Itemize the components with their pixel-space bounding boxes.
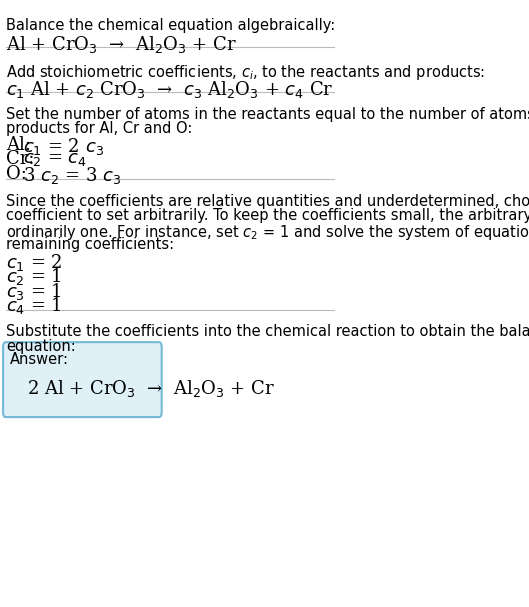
Text: $c_1$ Al + $c_2$ CrO$_3$  →  $c_3$ Al$_2$O$_3$ + $c_4$ Cr: $c_1$ Al + $c_2$ CrO$_3$ → $c_3$ Al$_2$O… bbox=[6, 79, 333, 100]
Text: $c_4$ = 1: $c_4$ = 1 bbox=[6, 295, 61, 316]
Text: 3 $c_2$ = 3 $c_3$: 3 $c_2$ = 3 $c_3$ bbox=[23, 164, 122, 186]
Text: Add stoichiometric coefficients, $c_i$, to the reactants and products:: Add stoichiometric coefficients, $c_i$, … bbox=[6, 63, 485, 82]
Text: equation:: equation: bbox=[6, 339, 76, 353]
Text: Al + CrO$_3$  →  Al$_2$O$_3$ + Cr: Al + CrO$_3$ → Al$_2$O$_3$ + Cr bbox=[6, 34, 237, 55]
Text: Substitute the coefficients into the chemical reaction to obtain the balanced: Substitute the coefficients into the che… bbox=[6, 324, 529, 339]
Text: $c_3$ = 1: $c_3$ = 1 bbox=[6, 280, 61, 302]
Text: $c_1$ = 2: $c_1$ = 2 bbox=[6, 251, 62, 273]
Text: 2 Al + CrO$_3$  →  Al$_2$O$_3$ + Cr: 2 Al + CrO$_3$ → Al$_2$O$_3$ + Cr bbox=[26, 378, 275, 399]
Text: ordinarily one. For instance, set $c_2$ = 1 and solve the system of equations fo: ordinarily one. For instance, set $c_2$ … bbox=[6, 223, 529, 242]
Text: coefficient to set arbitrarily. To keep the coefficients small, the arbitrary va: coefficient to set arbitrarily. To keep … bbox=[6, 208, 529, 223]
Text: $c_2$ = 1: $c_2$ = 1 bbox=[6, 266, 61, 287]
Text: Balance the chemical equation algebraically:: Balance the chemical equation algebraica… bbox=[6, 18, 335, 33]
Text: Al:: Al: bbox=[6, 135, 31, 154]
Text: Set the number of atoms in the reactants equal to the number of atoms in the: Set the number of atoms in the reactants… bbox=[6, 106, 529, 121]
Text: Cr:: Cr: bbox=[6, 150, 34, 168]
FancyBboxPatch shape bbox=[3, 342, 162, 417]
Text: remaining coefficients:: remaining coefficients: bbox=[6, 237, 174, 252]
Text: O:: O: bbox=[6, 164, 26, 183]
Text: products for Al, Cr and O:: products for Al, Cr and O: bbox=[6, 121, 192, 136]
Text: Answer:: Answer: bbox=[10, 352, 69, 367]
Text: Since the coefficients are relative quantities and underdetermined, choose a: Since the coefficients are relative quan… bbox=[6, 194, 529, 209]
Text: $c_2$ = $c_4$: $c_2$ = $c_4$ bbox=[23, 150, 87, 168]
Text: $c_1$ = 2 $c_3$: $c_1$ = 2 $c_3$ bbox=[23, 135, 104, 157]
